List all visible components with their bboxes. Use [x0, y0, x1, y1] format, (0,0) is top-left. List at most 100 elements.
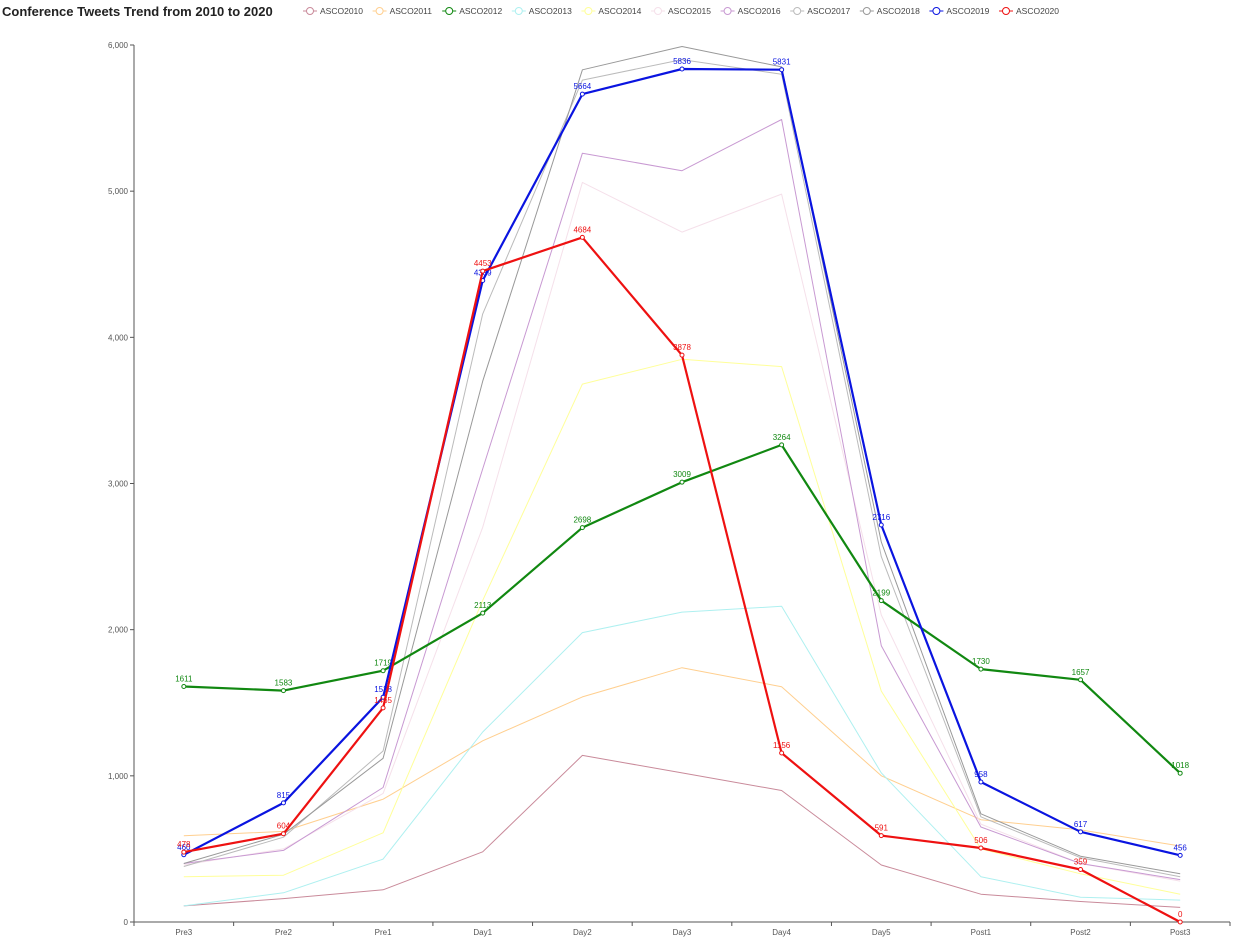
legend-marker-asco2012[interactable] — [445, 7, 454, 15]
series-line-asco2016 — [183, 119, 1181, 881]
series-line-asco2019 — [183, 67, 1181, 857]
legend-marker-asco2013[interactable] — [514, 7, 523, 15]
data-point-asco2019 — [280, 800, 286, 806]
data-label-asco2012: 2698 — [573, 516, 591, 525]
legend-marker-asco2016[interactable] — [723, 7, 732, 15]
data-label-asco2019: 460 — [177, 843, 191, 852]
series-line-asco2018 — [183, 46, 1181, 875]
legend-label-asco2012[interactable]: ASCO2012 — [459, 6, 502, 16]
data-point-asco2012 — [579, 525, 585, 531]
legend-marker-asco2011[interactable] — [375, 7, 384, 15]
data-label-asco2020: 4453 — [474, 259, 492, 268]
data-point-asco2012 — [1078, 677, 1084, 683]
x-tick-label: Pre3 — [175, 928, 192, 937]
legend-marker-asco2010[interactable] — [306, 7, 314, 15]
data-label-asco2012: 1730 — [972, 657, 990, 666]
data-point-asco2012 — [779, 442, 785, 448]
data-point-asco2019 — [1078, 829, 1084, 835]
x-tick-label: Day1 — [473, 928, 492, 937]
legend-marker-asco2018[interactable] — [862, 7, 871, 15]
data-label-asco2012: 3009 — [673, 470, 691, 479]
legend-marker-asco2017[interactable] — [793, 7, 802, 15]
data-label-asco2020: 4684 — [573, 225, 591, 234]
data-point-asco2019 — [679, 66, 685, 72]
x-tick-label: Post2 — [1070, 928, 1091, 937]
legend-label-asco2020[interactable]: ASCO2020 — [1016, 6, 1059, 16]
data-point-asco2020 — [280, 831, 286, 837]
data-label-asco2020: 591 — [875, 824, 889, 833]
data-point-asco2020 — [181, 849, 187, 855]
series-line-asco2014 — [183, 358, 1181, 895]
data-label-asco2019: 617 — [1074, 820, 1088, 829]
data-point-asco2012 — [181, 684, 187, 690]
legend-marker-asco2020[interactable] — [1002, 7, 1010, 15]
data-point-asco2020 — [878, 833, 884, 839]
legend-label-asco2010[interactable]: ASCO2010 — [320, 6, 363, 16]
data-point-asco2019 — [878, 522, 884, 528]
legend-label-asco2014[interactable]: ASCO2014 — [598, 6, 641, 16]
x-tick-label: Post1 — [971, 928, 992, 937]
data-label-asco2012: 1719 — [374, 659, 392, 668]
data-point-asco2020 — [779, 750, 785, 756]
data-point-asco2012 — [978, 666, 984, 672]
series-line-asco2010 — [183, 754, 1181, 908]
legend-label-asco2019[interactable]: ASCO2019 — [946, 6, 989, 16]
data-label-asco2012: 1583 — [275, 679, 293, 688]
legend-label-asco2017[interactable]: ASCO2017 — [807, 6, 850, 16]
data-label-asco2012: 2113 — [474, 601, 492, 610]
data-label-asco2019: 958 — [974, 770, 988, 779]
y-tick-label: 0 — [124, 918, 129, 927]
legend-label-asco2018[interactable]: ASCO2018 — [877, 6, 920, 16]
x-tick-label: Pre2 — [275, 928, 292, 937]
y-tick-label: 5,000 — [108, 187, 129, 196]
legend-label-asco2016[interactable]: ASCO2016 — [738, 6, 781, 16]
data-label-asco2020: 1465 — [374, 696, 392, 705]
legend-marker-asco2019[interactable] — [932, 7, 941, 15]
chart-title: Conference Tweets Trend from 2010 to 202… — [2, 4, 273, 19]
data-label-asco2020: 3878 — [673, 343, 691, 352]
x-tick-label: Post3 — [1170, 928, 1191, 937]
data-label-asco2012: 1611 — [175, 675, 193, 684]
data-point-asco2020 — [679, 352, 685, 358]
data-label-asco2020: 478 — [177, 840, 191, 849]
data-point-asco2012 — [1177, 770, 1183, 776]
data-label-asco2020: 604 — [277, 822, 291, 831]
data-point-asco2012 — [679, 479, 685, 485]
series-line-asco2013 — [183, 605, 1181, 907]
data-point-asco2012 — [878, 598, 884, 604]
data-label-asco2020: 359 — [1074, 858, 1088, 867]
x-tick-label: Day4 — [772, 928, 791, 937]
legend-label-asco2011[interactable]: ASCO2011 — [390, 6, 433, 16]
data-point-asco2020 — [1177, 919, 1183, 925]
data-point-asco2019 — [779, 67, 785, 73]
data-label-asco2020: 0 — [1178, 910, 1183, 919]
x-tick-label: Pre1 — [375, 928, 392, 937]
data-point-asco2020 — [1078, 867, 1084, 873]
legend-marker-asco2015[interactable] — [654, 7, 662, 15]
data-label-asco2019: 815 — [277, 791, 291, 800]
data-point-asco2012 — [280, 688, 286, 694]
data-label-asco2019: 456 — [1174, 843, 1188, 852]
data-point-asco2012 — [380, 668, 386, 674]
legend-marker-asco2014[interactable] — [584, 7, 593, 15]
series-line-asco2017 — [183, 59, 1181, 878]
y-tick-label: 3,000 — [108, 480, 129, 489]
x-tick-label: Day2 — [573, 928, 592, 937]
series-line-asco2015 — [183, 181, 1181, 882]
series-line-asco2011 — [183, 667, 1181, 847]
y-tick-label: 1,000 — [108, 772, 129, 781]
data-label-asco2012: 2199 — [872, 589, 890, 598]
data-point-asco2019 — [978, 779, 984, 785]
legend-label-asco2015[interactable]: ASCO2015 — [668, 6, 711, 16]
data-label-asco2012: 3264 — [773, 433, 791, 442]
data-point-asco2019 — [1177, 852, 1183, 858]
y-tick-label: 2,000 — [108, 626, 129, 635]
legend-label-asco2013[interactable]: ASCO2013 — [529, 6, 572, 16]
data-label-asco2019: 5831 — [773, 58, 791, 67]
data-label-asco2019: 1538 — [374, 685, 392, 694]
x-tick-label: Day3 — [673, 928, 692, 937]
y-tick-label: 6,000 — [108, 41, 129, 50]
data-label-asco2020: 506 — [974, 836, 988, 845]
